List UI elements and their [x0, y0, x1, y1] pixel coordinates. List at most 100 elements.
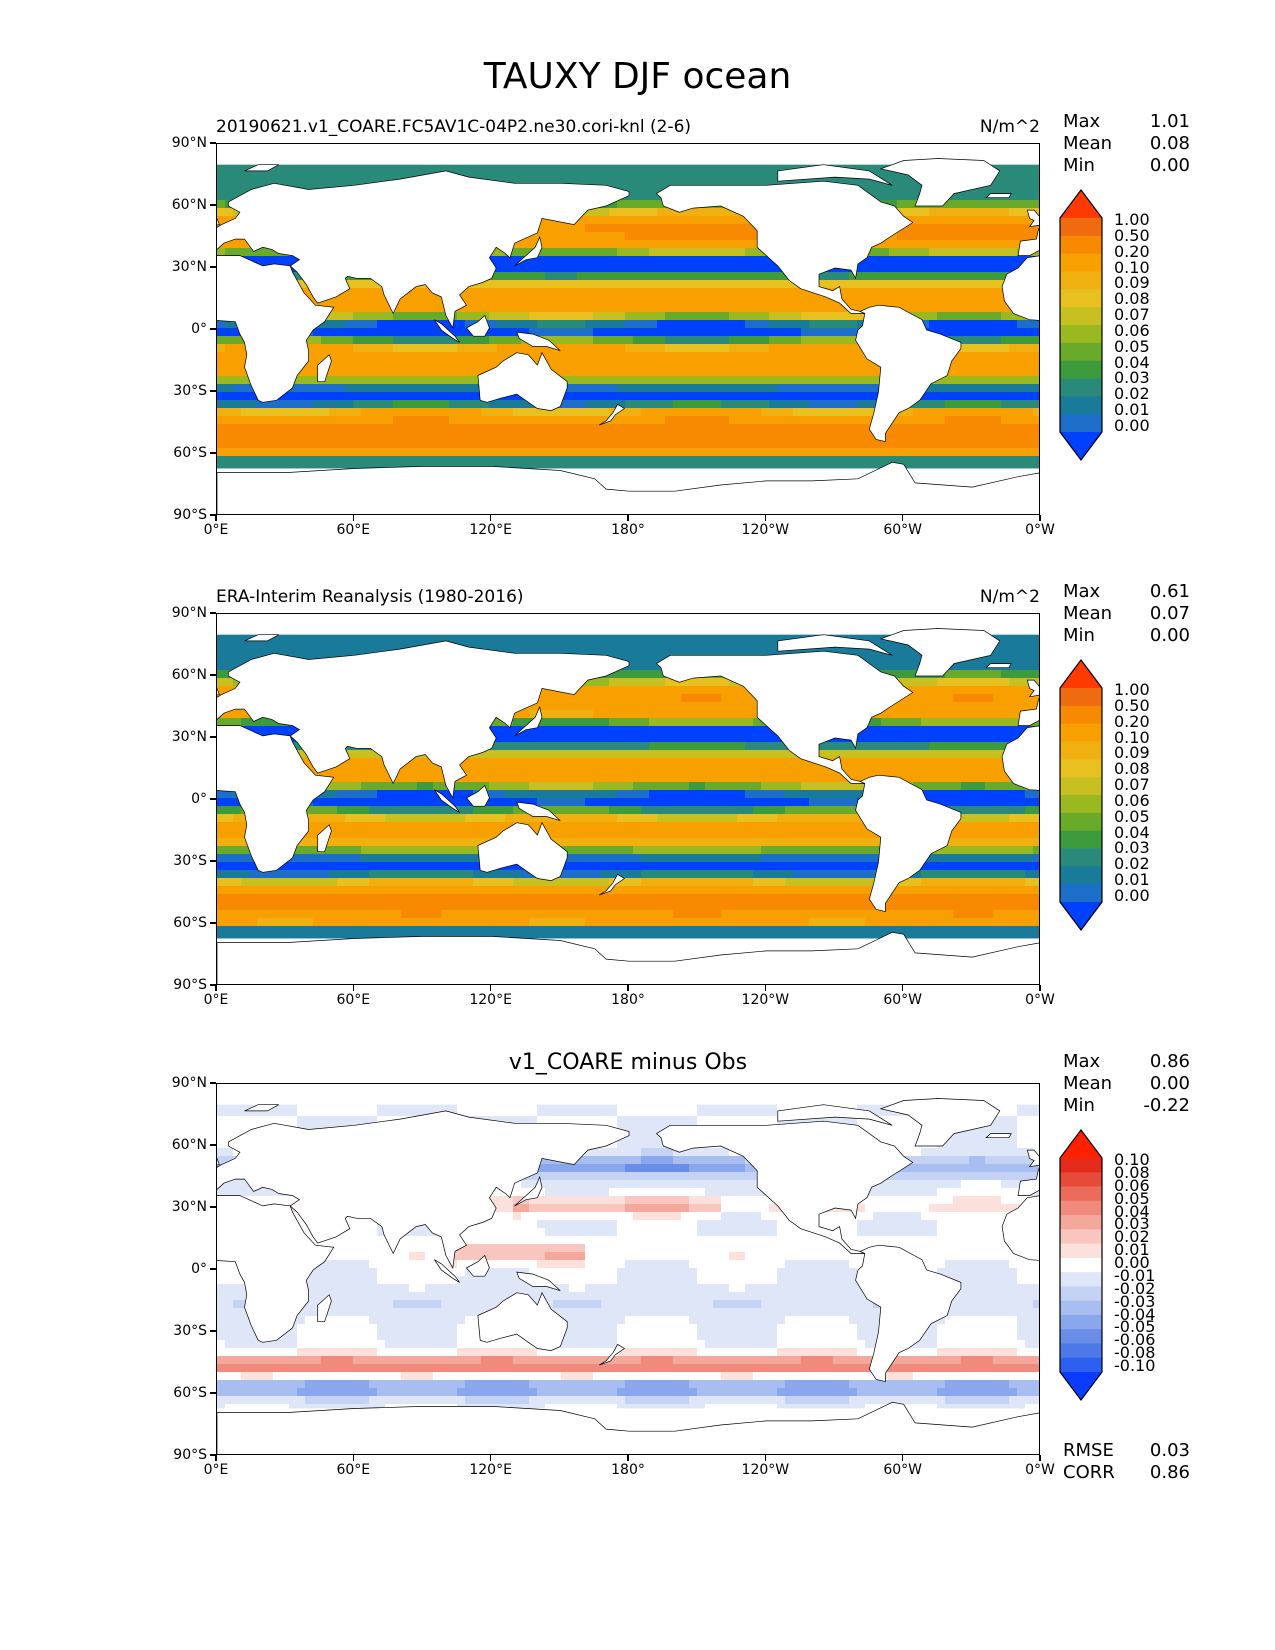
colorbar-tick-label: 0.04: [1114, 1201, 1150, 1221]
colorbar-segment: [1060, 396, 1102, 415]
land-canadian_arctic: [777, 1104, 893, 1126]
land-borneo: [465, 784, 490, 807]
lon-tick-label: 0°W: [1025, 522, 1055, 538]
colorbar-tick-label: 0.09: [1114, 743, 1150, 763]
colorbar-segment: [1060, 1314, 1102, 1330]
lon-tick-mark: [352, 515, 355, 521]
land-uk: [217, 1157, 220, 1166]
corr-label: CORR: [1063, 1462, 1115, 1483]
colorbar-segment: [1060, 1172, 1102, 1188]
stat-max-label: Max: [1063, 581, 1101, 602]
lat-tick-mark: [210, 922, 216, 924]
land-eurasia: [1017, 698, 1039, 726]
stat-mean-label: Mean: [1063, 133, 1113, 154]
lon-tick-label: 0°E: [203, 1462, 229, 1478]
colorbar-extend-min: [1060, 902, 1102, 930]
colorbar-extend-max: [1060, 660, 1102, 688]
land-iceland: [985, 1133, 1012, 1139]
colorbar-tick-label: 0.04: [1114, 352, 1150, 372]
land-borneo: [465, 314, 490, 337]
lon-tick-label: 120°W: [741, 992, 790, 1008]
lon-tick-mark: [215, 515, 217, 521]
stat-min-value: 0.00: [1149, 155, 1190, 176]
colorbar-tick-label: 0.01: [1114, 400, 1150, 420]
colorbar-tick-label: 0.20: [1114, 711, 1150, 731]
colorbar: [1059, 189, 1103, 461]
lat-tick-label: 90°S: [173, 977, 207, 993]
lat-tick-mark: [210, 514, 216, 516]
colorbar-tick-label: -0.02: [1114, 1278, 1156, 1298]
lon-tick-mark: [215, 985, 217, 991]
land-africa: [1001, 725, 1039, 791]
lon-tick-label: 0°E: [203, 992, 229, 1008]
lat-tick-mark: [210, 266, 216, 268]
land-namerica: [655, 1120, 914, 1254]
colorbar-segment: [1060, 830, 1102, 849]
colorbar-tick-label: 0.04: [1114, 822, 1150, 842]
land-sumatra: [434, 319, 460, 343]
colorbar-tick-label: 0.08: [1114, 759, 1150, 779]
land-canadian_arctic: [777, 634, 893, 656]
lat-tick-label: 90°S: [173, 1447, 207, 1463]
land-greenland: [879, 628, 1001, 677]
lat-tick-mark: [210, 1330, 216, 1332]
panel-model: 20190621.v1_COARE.FC5AV1C-04P2.ne30.cori…: [0, 111, 1275, 560]
land-svalbard: [244, 634, 279, 642]
lat-tick-mark: [210, 674, 216, 676]
land-africa: [217, 725, 335, 873]
lat-tick-label: 0°: [191, 321, 207, 337]
colorbar-extend-max: [1060, 190, 1102, 218]
colorbar-segment: [1060, 1243, 1102, 1259]
lon-tick-mark: [1039, 1455, 1041, 1461]
colorbar-outline: [1059, 189, 1103, 461]
land-newguinea: [516, 331, 561, 352]
lat-tick-label: 60°N: [171, 197, 207, 213]
colorbar-segment: [1060, 218, 1102, 237]
colorbar-tick-label: 0.10: [1114, 1150, 1150, 1169]
colorbar-outline: [1059, 1129, 1103, 1401]
land-antarctica: [217, 461, 1039, 514]
lat-tick-label: 30°N: [171, 259, 207, 275]
lat-tick-label: 0°: [191, 1261, 207, 1277]
colorbar-segment: [1060, 378, 1102, 397]
land-antarctica: [217, 1401, 1039, 1454]
lat-tick-label: 30°S: [173, 1323, 207, 1339]
lat-tick-label: 30°S: [173, 853, 207, 869]
lon-tick-mark: [627, 985, 629, 991]
colorbar-tick-label: -0.01: [1114, 1265, 1156, 1285]
lon-tick-label: 120°E: [469, 992, 512, 1008]
lon-tick-mark: [1039, 985, 1041, 991]
land-japan: [514, 705, 543, 737]
land-japan: [514, 1175, 543, 1207]
panel-obs: ERA-Interim Reanalysis (1980-2016) N/m^2…: [0, 581, 1275, 1030]
colorbar-segment: [1060, 271, 1102, 290]
colorbar-tick-label: 0.06: [1114, 790, 1150, 810]
lon-tick-mark: [627, 515, 629, 521]
lat-tick-label: 90°S: [173, 507, 207, 523]
colorbar-segment: [1060, 1186, 1102, 1202]
stat-max-value: 1.01: [1149, 111, 1190, 132]
lat-tick-mark: [210, 984, 216, 986]
colorbar-tick-label: 0.03: [1114, 368, 1150, 388]
map-svg: [217, 144, 1039, 514]
land-africa: [1001, 1195, 1039, 1261]
colorbar-tick-label: -0.05: [1114, 1317, 1156, 1337]
land-iceland: [985, 663, 1012, 669]
colorbar-segment: [1060, 741, 1102, 760]
lat-tick-label: 90°N: [171, 135, 207, 151]
land-namerica: [655, 180, 914, 314]
map-svg: [217, 614, 1039, 984]
land-sumatra: [434, 789, 460, 813]
colorbar-segment: [1060, 1343, 1102, 1359]
stat-min-value: -0.22: [1143, 1095, 1190, 1116]
lat-tick-label: 60°S: [173, 915, 207, 931]
stat-min-value: 0.00: [1149, 625, 1190, 646]
colorbar-segment: [1060, 1286, 1102, 1302]
land-eurasia: [217, 170, 630, 329]
lat-tick-mark: [210, 1392, 216, 1394]
colorbar-segment: [1060, 866, 1102, 885]
lat-tick-mark: [210, 1144, 216, 1146]
colorbar-tick-label: 0.01: [1114, 870, 1150, 890]
figure-title: TAUXY DJF ocean: [483, 56, 792, 97]
stat-max-label: Max: [1063, 1051, 1101, 1072]
